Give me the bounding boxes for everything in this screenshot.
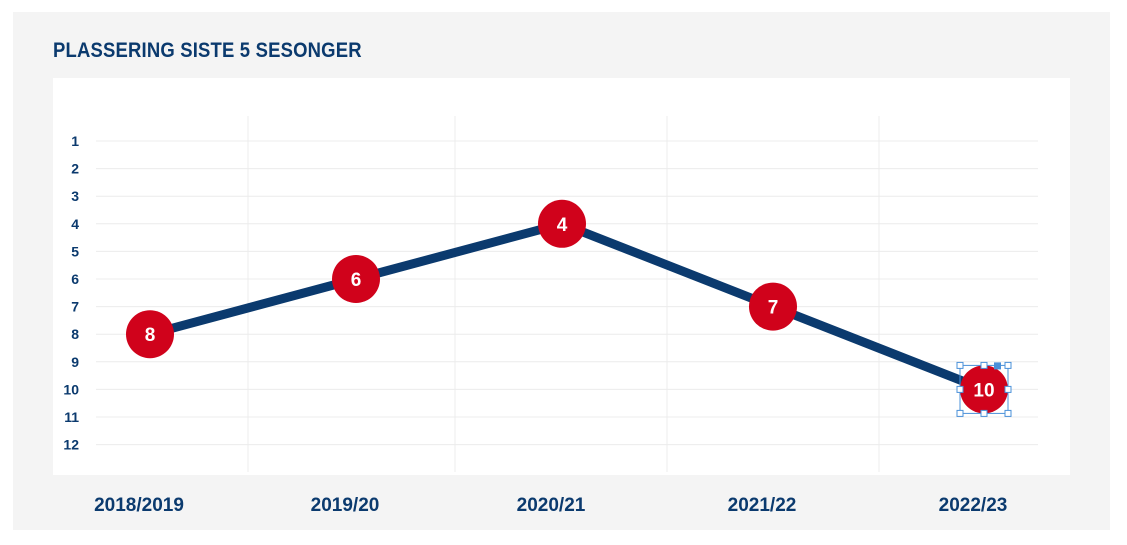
x-tick-label: 2020/21 — [517, 495, 586, 516]
data-label: 7 — [768, 298, 779, 319]
data-point: 6 — [332, 255, 380, 303]
y-tick-label: 11 — [64, 409, 79, 425]
y-tick-label: 6 — [71, 271, 79, 287]
resize-handle[interactable] — [1004, 409, 1012, 417]
selection-handles[interactable] — [956, 361, 1012, 417]
data-label: 6 — [351, 270, 362, 291]
y-tick-label: 9 — [71, 354, 79, 370]
data-point: 10 — [960, 365, 1008, 414]
grid — [96, 116, 1038, 472]
point-marker — [126, 310, 174, 359]
data-point: 4 — [538, 199, 586, 248]
y-tick-label: 10 — [63, 381, 79, 397]
resize-handle[interactable] — [980, 409, 988, 417]
resize-handle[interactable] — [956, 409, 964, 417]
y-tick-label: 1 — [71, 133, 79, 149]
data-label: 8 — [145, 325, 156, 346]
resize-handle[interactable] — [956, 361, 964, 369]
y-tick-label: 5 — [71, 243, 79, 259]
point-marker — [749, 282, 797, 331]
x-tick-label: 2019/20 — [311, 495, 380, 516]
y-tick-label: 12 — [63, 437, 79, 453]
chart-title: PLASSERING SISTE 5 SESONGER — [53, 39, 362, 62]
point-marker — [332, 255, 380, 303]
y-tick-label: 3 — [71, 188, 79, 204]
data-label: 10 — [973, 380, 994, 401]
resize-handle[interactable] — [1004, 385, 1012, 393]
y-tick-label: 7 — [71, 299, 79, 315]
data-point: 8 — [126, 310, 174, 359]
x-tick-label: 2018/2019 — [94, 495, 184, 516]
point-marker — [538, 199, 586, 248]
x-axis-ticks: 2018/2019 2019/20 2020/21 2021/22 2022/23 — [94, 495, 1007, 516]
anchor-handle[interactable] — [994, 362, 1001, 370]
point-marker — [960, 365, 1008, 414]
x-tick-label: 2021/22 — [728, 495, 797, 516]
x-tick-label: 2022/23 — [939, 495, 1008, 516]
data-label: 4 — [557, 215, 568, 236]
data-points: 8 6 4 7 10 — [126, 199, 1008, 414]
resize-handle[interactable] — [956, 385, 964, 393]
resize-handle[interactable] — [980, 361, 988, 369]
data-point: 7 — [749, 282, 797, 331]
y-tick-label: 4 — [71, 216, 79, 232]
resize-handle[interactable] — [1004, 361, 1012, 369]
plot-area — [53, 78, 1070, 475]
y-tick-label: 2 — [71, 161, 79, 177]
y-tick-label: 8 — [71, 326, 79, 342]
